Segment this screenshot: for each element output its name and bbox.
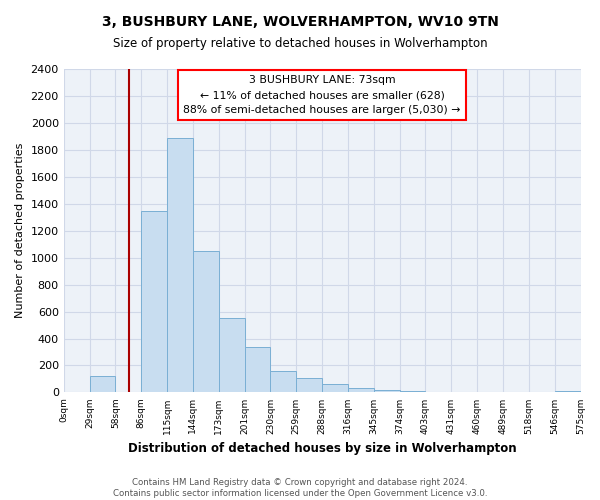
Bar: [141, 210, 167, 392]
Y-axis label: Number of detached properties: Number of detached properties: [15, 143, 25, 318]
Bar: [322, 384, 348, 392]
Bar: [219, 318, 245, 392]
Text: 3 BUSHBURY LANE: 73sqm
← 11% of detached houses are smaller (628)
88% of semi-de: 3 BUSHBURY LANE: 73sqm ← 11% of detached…: [184, 76, 461, 115]
Bar: [296, 378, 322, 392]
Bar: [193, 251, 219, 392]
Bar: [348, 388, 374, 392]
X-axis label: Distribution of detached houses by size in Wolverhampton: Distribution of detached houses by size …: [128, 442, 517, 455]
Bar: [89, 376, 115, 392]
Text: Size of property relative to detached houses in Wolverhampton: Size of property relative to detached ho…: [113, 38, 487, 51]
Bar: [374, 390, 400, 392]
Text: Contains HM Land Registry data © Crown copyright and database right 2024.
Contai: Contains HM Land Registry data © Crown c…: [113, 478, 487, 498]
Bar: [245, 346, 271, 393]
Bar: [271, 371, 296, 392]
Bar: [167, 138, 193, 392]
Bar: [554, 391, 581, 392]
Text: 3, BUSHBURY LANE, WOLVERHAMPTON, WV10 9TN: 3, BUSHBURY LANE, WOLVERHAMPTON, WV10 9T…: [101, 15, 499, 29]
